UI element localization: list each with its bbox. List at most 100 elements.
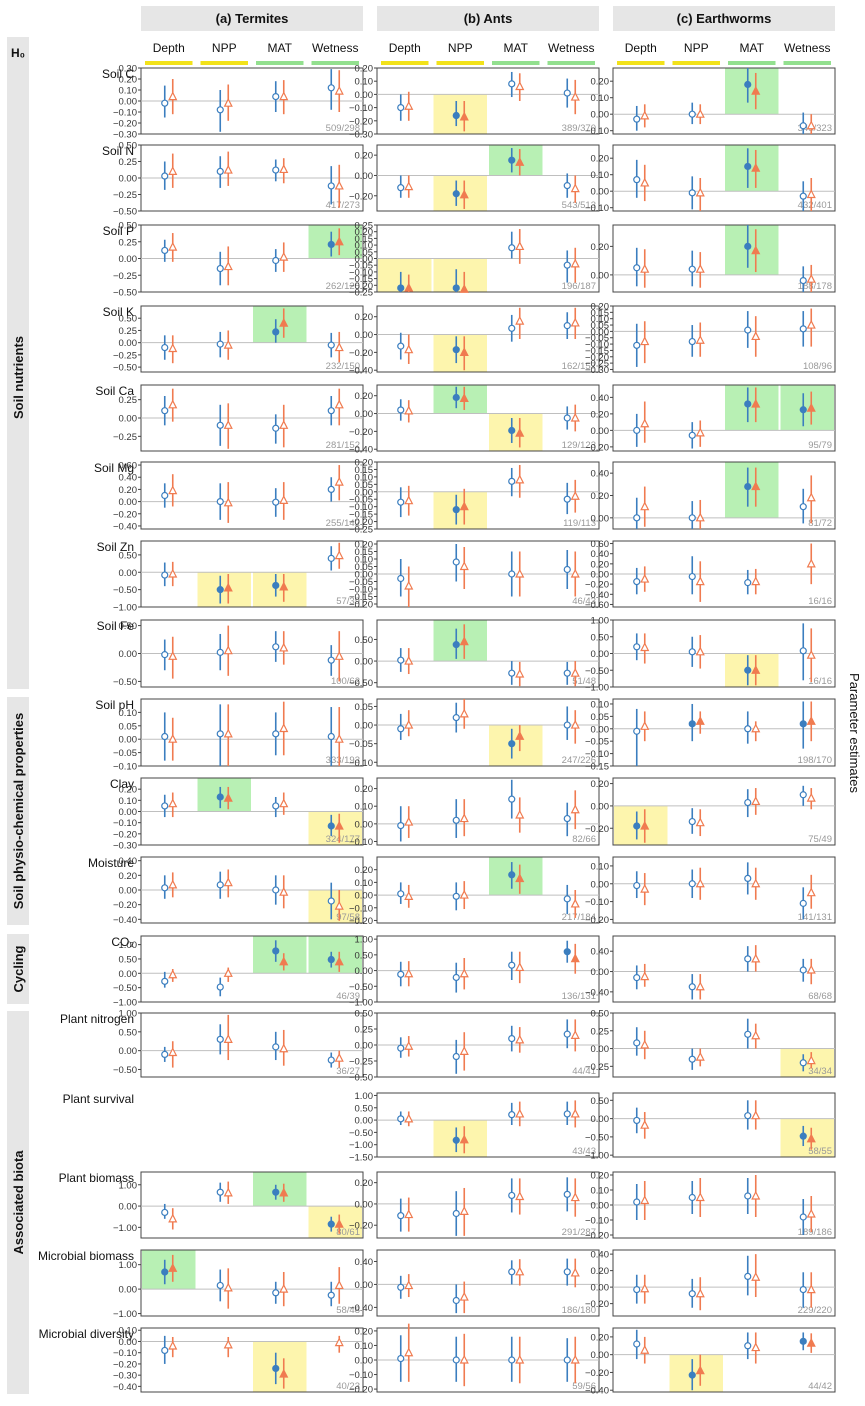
orange-estimate-point — [515, 474, 525, 484]
y-tick-label: 0.20 — [355, 227, 374, 238]
orange-estimate-point — [751, 245, 761, 255]
y-tick-label: 0.50 — [119, 550, 138, 561]
y-tick-label: 0.00 — [119, 568, 138, 579]
orange-estimate-point — [334, 956, 344, 966]
y-tick-label: 0.50 — [591, 1096, 610, 1107]
blue-estimate-point — [799, 325, 807, 333]
panel-plot: 0.20 0.10 0.00−0.10 −0.20 217/184 — [349, 856, 600, 927]
blue-estimate-point — [563, 565, 571, 574]
blue-estimate-point — [633, 176, 641, 184]
panel-frame — [612, 384, 836, 452]
blue-estimate-point — [452, 892, 460, 900]
highlight-box-yellow — [489, 725, 543, 766]
orange-estimate-point — [279, 956, 289, 966]
y-tick-label: −0.15 — [349, 592, 373, 603]
blue-estimate-point — [563, 669, 571, 677]
panel-plot: 1.000.50 0.00−0.50−1.00 −1.50 43/43 — [349, 1091, 600, 1164]
blue-estimate-point — [452, 1136, 460, 1144]
orange-estimate-point — [515, 1266, 525, 1276]
blue-estimate-point — [452, 641, 460, 649]
y-tick-label: −0.30 — [585, 365, 609, 376]
orange-estimate-point — [570, 953, 580, 963]
panel-plot: 0.40 0.00 −0.40 186/180 — [349, 1249, 600, 1317]
y-tick-label: 0.15 — [355, 547, 374, 558]
y-tick-label: −0.25 — [113, 271, 137, 282]
orange-estimate-point — [168, 798, 178, 808]
orange-estimate-point — [695, 512, 705, 522]
orange-estimate-point — [404, 1347, 414, 1357]
orange-estimate-point — [695, 108, 705, 118]
row-label: Plant survival — [63, 1092, 134, 1106]
blue-estimate-point — [452, 973, 460, 982]
sample-size-label: 97/58 — [336, 912, 360, 923]
orange-estimate-point — [515, 1354, 525, 1364]
orange-estimate-point — [168, 91, 178, 101]
y-tick-label: 0.25 — [119, 237, 138, 248]
y-tick-label: 0.00 — [591, 801, 610, 812]
y-tick-label: −0.40 — [349, 1303, 373, 1314]
orange-estimate-point — [168, 241, 178, 251]
blue-estimate-point — [563, 182, 571, 190]
blue-estimate-point — [272, 1043, 280, 1051]
predictor-color-bar — [256, 61, 304, 65]
y-tick-label: −0.20 — [113, 1359, 137, 1370]
orange-estimate-point — [806, 319, 816, 329]
blue-estimate-point — [397, 406, 405, 414]
blue-estimate-point — [272, 92, 280, 101]
y-tick-label: 0.00 — [591, 967, 610, 978]
panel-plot: 0.200.150.100.050.00−0.05−0.10−0.15−0.20… — [349, 540, 600, 611]
y-tick-label: 0.00 — [119, 254, 138, 265]
y-tick-label: 1.00 — [591, 616, 610, 627]
orange-estimate-point — [806, 120, 816, 130]
row-label: Soil C — [102, 67, 134, 81]
panel-plot: 0.40 0.00 −0.40 68/68 — [585, 935, 836, 1003]
orange-estimate-point — [640, 720, 650, 730]
blue-estimate-point — [161, 1268, 169, 1276]
highlight-box-green — [308, 225, 362, 259]
y-tick-label: 0.50 — [119, 954, 138, 965]
panel-plot: 1.00 0.50 0.00 −0.50 −1.00 46/39 — [113, 935, 364, 1009]
panel-frame — [140, 1012, 364, 1078]
blue-estimate-point — [397, 1283, 405, 1291]
y-tick-label: −0.20 — [113, 509, 137, 520]
blue-estimate-point — [327, 341, 335, 349]
orange-estimate-point — [751, 796, 761, 806]
blue-estimate-point — [161, 732, 169, 741]
y-tick-label: −1.00 — [349, 1140, 373, 1151]
orange-estimate-point — [279, 91, 289, 101]
predictor-label-npp: NPP — [448, 41, 473, 55]
y-tick-label: 1.00 — [355, 1091, 374, 1102]
panel-plot: 0.20 0.10 0.00 −0.10 −0.20 59/56 — [349, 1323, 600, 1396]
orange-estimate-point — [168, 568, 178, 578]
panel-plot: 0.40 0.20 0.00 −0.20 −0.40 97/58 — [113, 856, 364, 926]
blue-estimate-point — [161, 172, 169, 180]
blue-estimate-point — [327, 897, 335, 905]
y-tick-label: −0.10 — [113, 762, 137, 773]
y-tick-label: 0.00 — [591, 1114, 610, 1125]
orange-estimate-point — [751, 398, 761, 408]
blue-estimate-point — [272, 256, 280, 265]
orange-estimate-point — [223, 1034, 233, 1043]
y-tick-label: −0.25 — [113, 350, 137, 361]
panel-frame — [612, 1327, 836, 1393]
blue-estimate-point — [633, 1198, 641, 1206]
orange-estimate-point — [806, 492, 816, 502]
blue-estimate-point — [633, 1285, 641, 1294]
orange-estimate-point — [404, 100, 414, 110]
blue-estimate-point — [744, 725, 752, 733]
panel-plot: 0.250.200.150.100.050.00−0.05−0.10−0.15−… — [349, 221, 600, 299]
orange-estimate-point — [223, 645, 233, 655]
blue-estimate-point — [327, 182, 335, 190]
orange-estimate-point — [570, 1267, 580, 1277]
y-tick-label: 0.00 — [355, 966, 374, 977]
highlight-box-yellow — [489, 413, 543, 451]
sample-size-label: 198/170 — [798, 755, 832, 766]
y-tick-label: −0.10 — [349, 837, 373, 848]
blue-estimate-point — [744, 1272, 752, 1281]
y-tick-label: −0.25 — [585, 359, 609, 370]
blue-estimate-point — [397, 103, 405, 112]
y-tick-label: −0.50 — [113, 585, 137, 596]
orange-estimate-point — [404, 719, 414, 729]
y-tick-label: 0.40 — [591, 549, 610, 560]
blue-estimate-point — [272, 947, 280, 955]
